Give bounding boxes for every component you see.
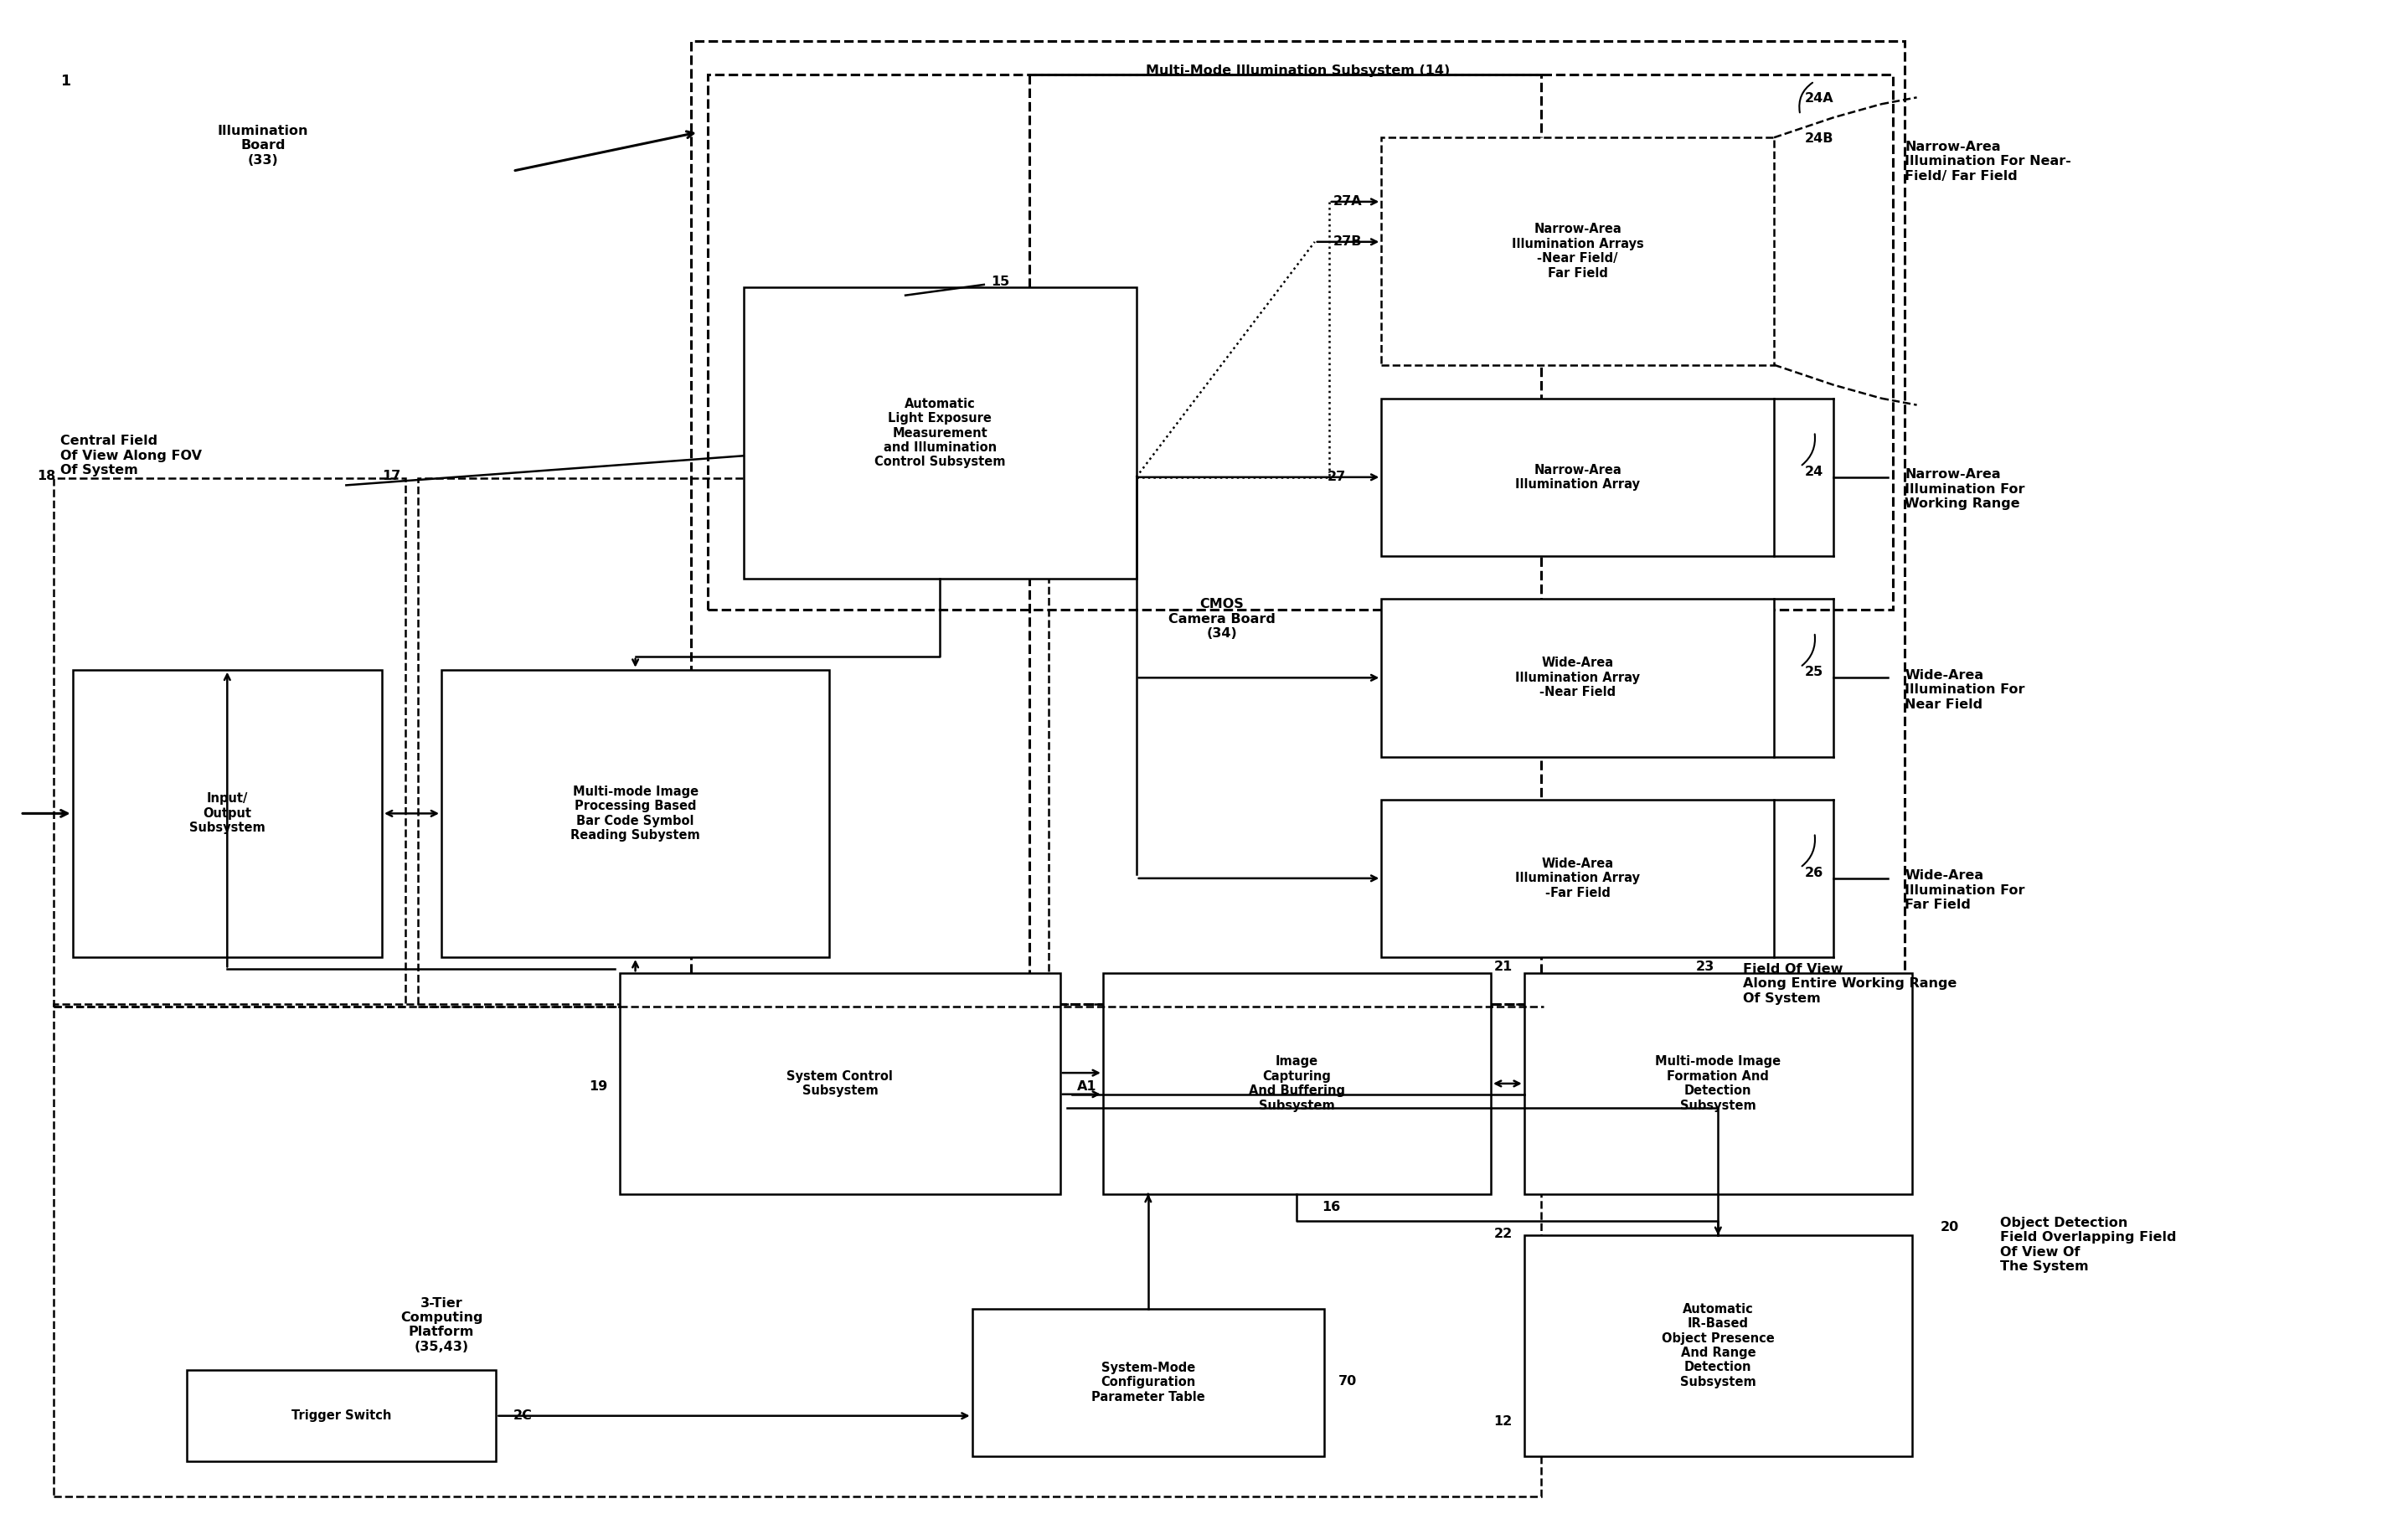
Text: 27B: 27B [1334,236,1363,248]
Text: 19: 19 [588,1081,607,1093]
Text: System Control
Subsystem: System Control Subsystem [786,1070,893,1096]
Text: Narrow-Area
Illumination Array: Narrow-Area Illumination Array [1515,464,1641,491]
Text: Multi-mode Image
Formation And
Detection
Subsystem: Multi-mode Image Formation And Detection… [1655,1055,1782,1112]
Text: 3-Tier
Computing
Platform
(35,43): 3-Tier Computing Platform (35,43) [400,1297,484,1354]
Text: Narrow-Area
Illumination For
Working Range: Narrow-Area Illumination For Working Ran… [1906,468,2025,510]
Text: CMOS
Camera Board
(34): CMOS Camera Board (34) [1170,598,1274,639]
Bar [743,288,1136,579]
Bar [691,42,1906,1004]
Bar [186,1371,495,1461]
Text: Wide-Area
Illumination For
Near Field: Wide-Area Illumination For Near Field [1906,668,2025,710]
Text: Central Field
Of View Along FOV
Of System: Central Field Of View Along FOV Of Syste… [60,434,202,477]
Text: 70: 70 [1339,1375,1358,1388]
Text: 25: 25 [1806,667,1825,679]
Text: A1: A1 [1077,1081,1096,1093]
Bar [707,75,1894,610]
Text: Automatic
Light Exposure
Measurement
and Illumination
Control Subsystem: Automatic Light Exposure Measurement and… [874,397,1005,468]
Text: 16: 16 [1322,1201,1341,1214]
Bar [619,973,1060,1194]
Text: Illumination
Board
(33): Illumination Board (33) [217,125,307,166]
Text: 12: 12 [1494,1415,1513,1428]
Bar [1524,1235,1913,1455]
Text: 23: 23 [1696,961,1715,973]
Text: 15: 15 [991,276,1010,288]
Text: Narrow-Area
Illumination For Near-
Field/ Far Field: Narrow-Area Illumination For Near- Field… [1906,140,2072,182]
Text: 27A: 27A [1334,196,1363,208]
Text: 26: 26 [1806,867,1825,879]
Text: Object Detection
Field Overlapping Field
Of View Of
The System: Object Detection Field Overlapping Field… [2001,1217,2177,1274]
Text: Trigger Switch: Trigger Switch [291,1409,391,1421]
Bar [1382,399,1775,556]
Text: Multi-Mode Illumination Subsystem (14): Multi-Mode Illumination Subsystem (14) [1146,65,1451,77]
Text: 24B: 24B [1806,132,1834,145]
Bar [1382,599,1775,756]
Bar [1524,973,1913,1194]
Text: 18: 18 [36,470,55,482]
Text: Wide-Area
Illumination For
Far Field: Wide-Area Illumination For Far Field [1906,870,2025,912]
Bar [417,479,1048,1007]
Text: 27: 27 [1327,471,1346,484]
Text: Automatic
IR-Based
Object Presence
And Range
Detection
Subsystem: Automatic IR-Based Object Presence And R… [1663,1303,1775,1389]
Text: Field Of View
Along Entire Working Range
Of System: Field Of View Along Entire Working Range… [1744,962,1958,1004]
Bar [1382,799,1775,958]
Bar [1103,973,1491,1194]
Text: Narrow-Area
Illumination Arrays
-Near Field/
Far Field: Narrow-Area Illumination Arrays -Near Fi… [1513,223,1644,279]
Text: Image
Capturing
And Buffering
Subsystem: Image Capturing And Buffering Subsystem [1248,1055,1346,1112]
Bar [441,670,829,958]
Text: Input/
Output
Subsystem: Input/ Output Subsystem [188,793,264,835]
Text: Wide-Area
Illumination Array
-Far Field: Wide-Area Illumination Array -Far Field [1515,858,1641,899]
Bar [71,670,381,958]
Text: System-Mode
Configuration
Parameter Table: System-Mode Configuration Parameter Tabl… [1091,1361,1205,1403]
Text: 24A: 24A [1806,92,1834,105]
Bar [52,1004,1541,1495]
Text: 17: 17 [384,470,400,482]
Text: 21: 21 [1494,961,1513,973]
Text: 1: 1 [60,74,71,89]
Text: Multi-mode Image
Processing Based
Bar Code Symbol
Reading Subystem: Multi-mode Image Processing Based Bar Co… [572,785,700,841]
Text: 20: 20 [1941,1221,1960,1234]
Text: 22: 22 [1494,1227,1513,1240]
Text: 24: 24 [1806,465,1825,477]
Bar [1029,75,1541,1004]
Bar [1382,137,1775,365]
Bar [972,1309,1324,1455]
Text: 2C: 2C [512,1409,531,1421]
Bar [52,479,405,1007]
Text: Wide-Area
Illumination Array
-Near Field: Wide-Area Illumination Array -Near Field [1515,658,1641,699]
